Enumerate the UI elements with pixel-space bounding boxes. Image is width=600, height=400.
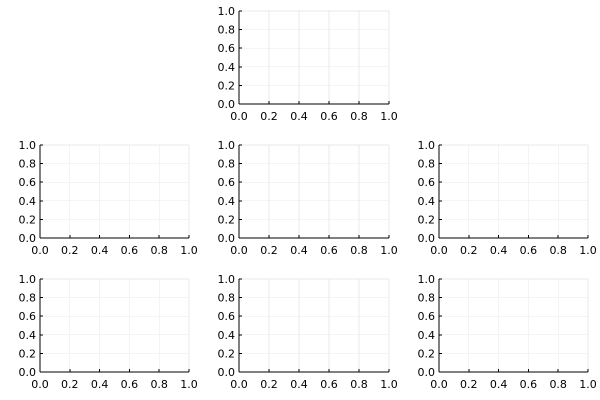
y-tick-label: 0.4 bbox=[218, 61, 236, 74]
x-tick-label: 0.2 bbox=[260, 378, 278, 391]
y-tick-label: 0.2 bbox=[19, 347, 37, 360]
x-tick-label: 0.2 bbox=[460, 244, 478, 257]
y-tick-label: 0.0 bbox=[19, 232, 37, 245]
x-tick-label: 0.0 bbox=[31, 378, 49, 391]
x-tick-label: 0.4 bbox=[290, 378, 308, 391]
subplot-3: 0.0 0.2 0.4 0.6 0.8 1.0 0.0 0.2 0.4 0.6 0.8 1.0 bbox=[218, 139, 398, 257]
x-tick-label: 0.6 bbox=[320, 378, 338, 391]
y-tick-label: 1.0 bbox=[418, 273, 436, 286]
x-tick-label: 0.4 bbox=[290, 110, 308, 123]
x-tick-label: 0.4 bbox=[490, 244, 508, 257]
y-tick-label: 0.2 bbox=[218, 79, 236, 92]
y-tick-label: 0.0 bbox=[218, 98, 236, 111]
y-tick-label: 0.6 bbox=[418, 176, 436, 189]
subplot-7: 0.0 0.2 0.4 0.6 0.8 1.0 0.0 0.2 0.4 0.6 0.8 1.0 bbox=[418, 273, 597, 391]
x-tick-label: 0.0 bbox=[230, 244, 248, 257]
y-tick-label: 0.8 bbox=[218, 24, 236, 37]
x-tick-label: 0.8 bbox=[350, 244, 368, 257]
x-tick-label: 1.0 bbox=[579, 244, 597, 257]
x-tick-label: 0.4 bbox=[91, 244, 109, 257]
y-tick-label: 0.0 bbox=[418, 232, 436, 245]
y-tick-label: 0.8 bbox=[418, 292, 436, 305]
y-tick-label: 0.6 bbox=[19, 176, 37, 189]
y-tick-label: 0.0 bbox=[418, 366, 436, 379]
y-tick-label: 0.6 bbox=[418, 310, 436, 323]
y-tick-label: 1.0 bbox=[19, 139, 37, 152]
y-tick-label: 0.8 bbox=[218, 292, 236, 305]
subplot-4: 0.0 0.2 0.4 0.6 0.8 1.0 0.0 0.2 0.4 0.6 0.8 1.0 bbox=[418, 139, 597, 257]
x-tick-label: 0.8 bbox=[549, 378, 567, 391]
y-tick-label: 0.0 bbox=[218, 366, 236, 379]
y-tick-label: 0.4 bbox=[218, 195, 236, 208]
x-tick-label: 0.0 bbox=[31, 244, 49, 257]
x-tick-label: 1.0 bbox=[180, 378, 198, 391]
x-tick-label: 0.6 bbox=[320, 110, 338, 123]
x-tick-label: 0.8 bbox=[350, 110, 368, 123]
x-tick-label: 0.0 bbox=[230, 378, 248, 391]
x-tick-label: 0.4 bbox=[490, 378, 508, 391]
x-tick-label: 0.6 bbox=[520, 378, 538, 391]
y-tick-label: 0.8 bbox=[218, 158, 236, 171]
y-tick-label: 0.6 bbox=[19, 310, 37, 323]
x-tick-label: 0.2 bbox=[61, 378, 79, 391]
y-tick-label: 0.6 bbox=[218, 310, 236, 323]
y-tick-label: 1.0 bbox=[19, 273, 37, 286]
x-tick-label: 0.8 bbox=[150, 378, 168, 391]
y-tick-label: 0.0 bbox=[218, 232, 236, 245]
y-tick-label: 0.2 bbox=[218, 213, 236, 226]
y-tick-label: 0.4 bbox=[19, 195, 37, 208]
x-tick-label: 0.8 bbox=[150, 244, 168, 257]
subplot-5: 0.0 0.2 0.4 0.6 0.8 1.0 0.0 0.2 0.4 0.6 0.8 1.0 bbox=[19, 273, 198, 391]
x-tick-label: 0.2 bbox=[260, 244, 278, 257]
y-tick-label: 0.8 bbox=[418, 158, 436, 171]
y-tick-label: 0.4 bbox=[418, 195, 436, 208]
x-tick-label: 0.2 bbox=[460, 378, 478, 391]
y-tick-label: 1.0 bbox=[218, 273, 236, 286]
x-tick-label: 0.6 bbox=[320, 244, 338, 257]
y-tick-label: 0.4 bbox=[218, 329, 236, 342]
x-tick-label: 0.0 bbox=[430, 244, 448, 257]
subplot-6: 0.0 0.2 0.4 0.6 0.8 1.0 0.0 0.2 0.4 0.6 0.8 1.0 bbox=[218, 273, 398, 391]
y-tick-label: 0.8 bbox=[19, 292, 37, 305]
y-tick-label: 0.6 bbox=[218, 42, 236, 55]
x-tick-label: 0.0 bbox=[430, 378, 448, 391]
x-tick-label: 0.6 bbox=[121, 244, 139, 257]
y-tick-label: 0.4 bbox=[418, 329, 436, 342]
x-tick-label: 0.6 bbox=[520, 244, 538, 257]
y-tick-label: 1.0 bbox=[418, 139, 436, 152]
x-tick-label: 1.0 bbox=[380, 378, 398, 391]
y-tick-label: 0.2 bbox=[218, 347, 236, 360]
x-tick-label: 0.8 bbox=[350, 378, 368, 391]
y-tick-label: 0.2 bbox=[418, 213, 436, 226]
x-tick-label: 1.0 bbox=[380, 244, 398, 257]
x-tick-label: 0.8 bbox=[549, 244, 567, 257]
x-tick-label: 0.4 bbox=[91, 378, 109, 391]
x-tick-label: 1.0 bbox=[180, 244, 198, 257]
x-tick-label: 0.4 bbox=[290, 244, 308, 257]
y-tick-label: 0.8 bbox=[19, 158, 37, 171]
x-tick-label: 0.0 bbox=[230, 110, 248, 123]
y-tick-label: 1.0 bbox=[218, 5, 236, 18]
x-tick-label: 0.2 bbox=[260, 110, 278, 123]
y-tick-label: 1.0 bbox=[218, 139, 236, 152]
x-tick-label: 1.0 bbox=[579, 378, 597, 391]
y-tick-label: 0.0 bbox=[19, 366, 37, 379]
x-tick-label: 0.6 bbox=[121, 378, 139, 391]
y-tick-label: 0.2 bbox=[418, 347, 436, 360]
y-tick-label: 0.2 bbox=[19, 213, 37, 226]
x-tick-label: 1.0 bbox=[380, 110, 398, 123]
subplot-1: 0.0 0.2 0.4 0.6 0.8 1.0 0.0 0.2 0.4 0.6 0.8 1.0 bbox=[218, 5, 398, 123]
subplot-2: 0.0 0.2 0.4 0.6 0.8 1.0 0.0 0.2 0.4 0.6 0.8 1.0 bbox=[19, 139, 198, 257]
y-tick-label: 0.6 bbox=[218, 176, 236, 189]
y-tick-label: 0.4 bbox=[19, 329, 37, 342]
x-tick-label: 0.2 bbox=[61, 244, 79, 257]
